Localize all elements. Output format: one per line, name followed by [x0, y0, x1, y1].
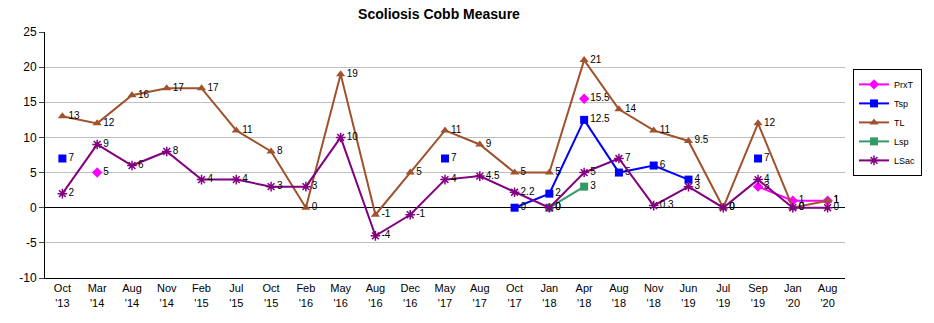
svg-text:0: 0 — [799, 201, 805, 212]
svg-text:10: 10 — [347, 131, 359, 142]
svg-text:Jul'19: Jul'19 — [716, 282, 730, 308]
svg-text:Mar'14: Mar'14 — [88, 282, 107, 308]
svg-text:Aug'18: Aug'18 — [609, 282, 629, 308]
svg-text:3: 3 — [590, 180, 596, 191]
svg-text:5: 5 — [590, 166, 596, 177]
svg-text:-1: -1 — [416, 208, 425, 219]
svg-text:4: 4 — [764, 173, 770, 184]
svg-text:19: 19 — [347, 68, 359, 79]
svg-text:7: 7 — [764, 152, 770, 163]
svg-text:4: 4 — [208, 173, 214, 184]
svg-text:Lsp: Lsp — [894, 137, 909, 147]
svg-text:16: 16 — [138, 89, 150, 100]
svg-text:LSac: LSac — [894, 156, 915, 166]
svg-text:9: 9 — [103, 138, 109, 149]
svg-text:Nov'14: Nov'14 — [157, 282, 177, 308]
svg-text:Aug'17: Aug'17 — [470, 282, 490, 308]
svg-text:0: 0 — [312, 201, 318, 212]
svg-text:Scoliosis Cobb Measure: Scoliosis Cobb Measure — [358, 6, 520, 22]
svg-text:Apr'18: Apr'18 — [576, 282, 593, 308]
svg-text:25: 25 — [23, 25, 37, 39]
svg-text:0: 0 — [834, 201, 840, 212]
svg-text:Dec'16: Dec'16 — [400, 282, 420, 308]
svg-text:Jul'15: Jul'15 — [229, 282, 243, 308]
svg-text:May'16: May'16 — [330, 282, 351, 308]
svg-text:Feb'15: Feb'15 — [192, 282, 211, 308]
svg-text:0: 0 — [729, 201, 735, 212]
svg-text:12.5: 12.5 — [590, 113, 610, 124]
svg-text:May'17: May'17 — [435, 282, 456, 308]
svg-text:4.5: 4.5 — [486, 170, 500, 181]
svg-text:Nov'18: Nov'18 — [644, 282, 664, 308]
svg-text:14: 14 — [625, 103, 637, 114]
svg-text:2.2: 2.2 — [521, 186, 535, 197]
svg-text:11: 11 — [451, 124, 462, 135]
svg-text:0: 0 — [521, 201, 527, 212]
svg-text:2: 2 — [68, 187, 74, 198]
svg-text:9: 9 — [486, 138, 492, 149]
svg-text:Feb'16: Feb'16 — [296, 282, 315, 308]
svg-text:15: 15 — [23, 95, 37, 109]
svg-text:5: 5 — [521, 166, 527, 177]
svg-text:-10: -10 — [19, 271, 37, 285]
svg-text:12: 12 — [103, 117, 115, 128]
svg-text:1: 1 — [834, 194, 840, 205]
svg-text:Oct'15: Oct'15 — [263, 282, 280, 308]
svg-text:7: 7 — [68, 152, 74, 163]
svg-text:11: 11 — [242, 124, 253, 135]
svg-text:Aug'20: Aug'20 — [818, 282, 838, 308]
svg-text:PrxT: PrxT — [894, 80, 914, 90]
svg-text:5: 5 — [555, 166, 561, 177]
svg-text:5: 5 — [30, 166, 37, 180]
svg-text:3: 3 — [277, 180, 283, 191]
svg-text:0: 0 — [555, 201, 561, 212]
svg-text:12: 12 — [764, 117, 776, 128]
svg-text:8: 8 — [173, 145, 179, 156]
svg-text:2: 2 — [555, 187, 561, 198]
svg-text:TL: TL — [894, 118, 905, 128]
svg-text:21: 21 — [590, 54, 602, 65]
svg-text:3: 3 — [694, 180, 700, 191]
svg-text:17: 17 — [173, 82, 185, 93]
svg-text:0: 0 — [799, 201, 805, 212]
svg-text:-5: -5 — [26, 236, 37, 250]
svg-text:6: 6 — [660, 159, 666, 170]
svg-text:Sep'19: Sep'19 — [748, 282, 768, 308]
svg-text:17: 17 — [208, 82, 220, 93]
svg-text:5: 5 — [103, 166, 109, 177]
svg-text:6: 6 — [138, 159, 144, 170]
svg-text:4: 4 — [242, 173, 248, 184]
svg-text:Aug'16: Aug'16 — [366, 282, 386, 308]
svg-text:5: 5 — [625, 166, 631, 177]
svg-text:3: 3 — [312, 180, 318, 191]
svg-text:-1: -1 — [381, 208, 390, 219]
svg-text:1: 1 — [834, 194, 840, 205]
svg-text:Jun'19: Jun'19 — [680, 282, 698, 308]
svg-text:8: 8 — [277, 145, 283, 156]
svg-text:9.5: 9.5 — [694, 134, 708, 145]
svg-text:0: 0 — [555, 201, 561, 212]
svg-text:3: 3 — [764, 180, 770, 191]
svg-text:13: 13 — [68, 110, 80, 121]
svg-text:0: 0 — [30, 201, 37, 215]
svg-text:4: 4 — [694, 173, 700, 184]
svg-text:15.5: 15.5 — [590, 92, 610, 103]
svg-text:4: 4 — [451, 173, 457, 184]
svg-text:-4: -4 — [381, 229, 390, 240]
svg-text:Tsp: Tsp — [894, 99, 908, 109]
svg-text:7: 7 — [451, 152, 457, 163]
svg-text:Jan'20: Jan'20 — [784, 282, 802, 308]
svg-text:Aug'14: Aug'14 — [122, 282, 142, 308]
svg-text:0: 0 — [729, 201, 735, 212]
svg-text:0.3: 0.3 — [660, 199, 674, 210]
svg-text:Jan'18: Jan'18 — [540, 282, 558, 308]
svg-text:10: 10 — [23, 131, 37, 145]
svg-text:1: 1 — [799, 194, 805, 205]
svg-text:5: 5 — [416, 166, 422, 177]
svg-text:Oct'17: Oct'17 — [506, 282, 523, 308]
svg-text:20: 20 — [23, 60, 37, 74]
svg-text:7: 7 — [625, 152, 631, 163]
svg-text:Oct'13: Oct'13 — [54, 282, 71, 308]
svg-text:11: 11 — [660, 124, 671, 135]
